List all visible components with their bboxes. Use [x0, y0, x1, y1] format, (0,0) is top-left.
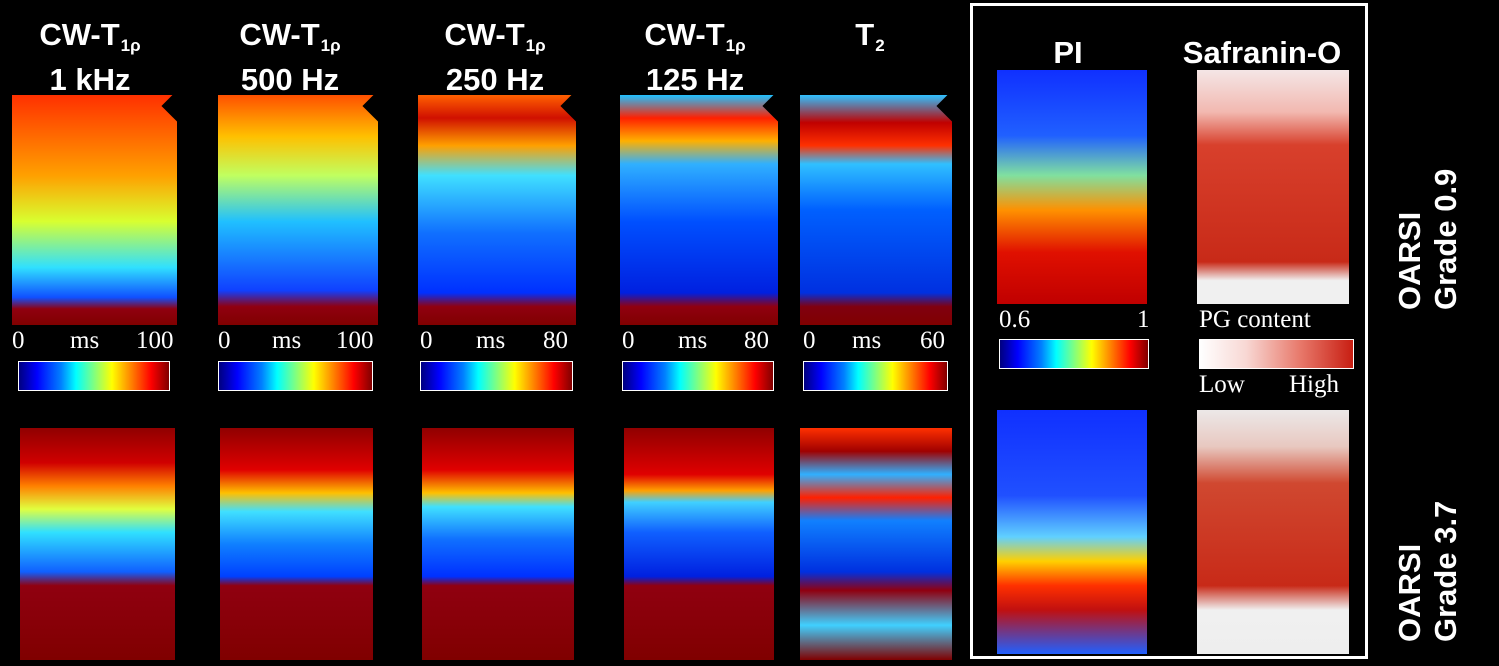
map-row1-125hz [620, 95, 778, 325]
safranin-title: Safranin-O [1182, 35, 1342, 70]
scale-min-500hz: 0 [218, 327, 231, 354]
pg-colorbar [1199, 339, 1354, 369]
scale-unit-1khz: ms [70, 327, 100, 354]
pg-low-label: Low [1199, 371, 1245, 398]
scale-max-500hz: 100 [336, 327, 374, 354]
colorbar-1khz [18, 361, 170, 391]
map-row2-250hz [422, 428, 574, 660]
column-title-500hz: CW-T1ρ 500 Hz [239, 17, 341, 97]
scale-max-125hz: 80 [744, 327, 769, 354]
pi-title: PI [1053, 35, 1083, 70]
row-label-grade-3-7: OARSI Grade 3.7 [1392, 500, 1463, 642]
colorbar-t2 [803, 361, 948, 391]
map-row2-t2 [800, 428, 952, 660]
pi-scale-min: 0.6 [999, 306, 1031, 333]
scale-min-250hz: 0 [420, 327, 433, 354]
map-row2-1khz [20, 428, 175, 660]
safranin-image-row2 [1197, 410, 1349, 654]
pg-high-label: High [1289, 371, 1339, 398]
scale-min-t2: 0 [803, 327, 816, 354]
pg-content-label: PG content [1199, 306, 1311, 333]
map-row2-500hz [220, 428, 373, 660]
scale-min-1khz: 0 [12, 327, 25, 354]
scale-unit-500hz: ms [272, 327, 302, 354]
map-row1-250hz [418, 95, 576, 325]
scale-max-t2: 60 [920, 327, 945, 354]
map-row1-t2 [800, 95, 952, 325]
column-title-t2: T2 [855, 17, 885, 56]
scale-unit-250hz: ms [476, 327, 506, 354]
map-row2-125hz [624, 428, 774, 660]
scale-min-125hz: 0 [622, 327, 635, 354]
histology-panel: PI Safranin-O 0.6 [970, 3, 1368, 659]
colorbar-125hz [622, 361, 774, 391]
scale-max-1khz: 100 [136, 327, 174, 354]
column-title-1khz: CW-T1ρ 1 kHz [39, 17, 141, 97]
column-title-250hz: CW-T1ρ 250 Hz [444, 17, 546, 97]
scale-unit-125hz: ms [678, 327, 708, 354]
scale-max-250hz: 80 [543, 327, 568, 354]
pi-map-row2 [997, 410, 1147, 654]
map-row1-500hz [218, 95, 378, 325]
pi-scale-max: 1 [1137, 306, 1150, 333]
pi-map-row1 [997, 70, 1147, 304]
scale-unit-t2: ms [852, 327, 882, 354]
safranin-image-row1 [1197, 70, 1349, 304]
map-row1-1khz [12, 95, 177, 325]
colorbar-500hz [218, 361, 373, 391]
column-title-125hz: CW-T1ρ 125 Hz [644, 17, 746, 97]
row-label-grade-0-9: OARSI Grade 0.9 [1392, 168, 1463, 310]
pi-colorbar [999, 339, 1149, 369]
colorbar-250hz [420, 361, 573, 391]
